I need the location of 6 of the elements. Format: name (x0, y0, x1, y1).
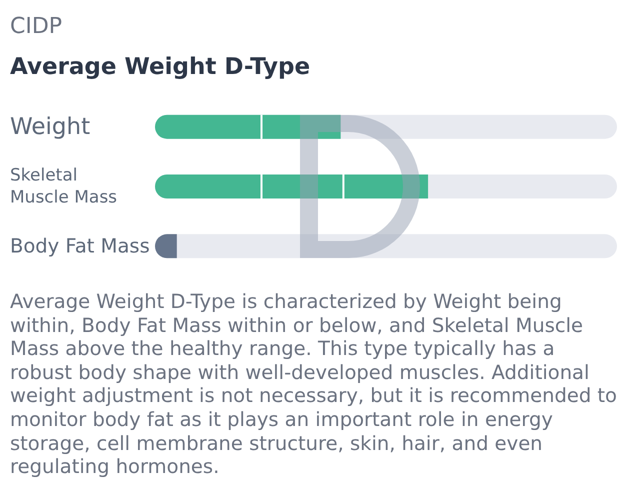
y-tick-label: Body Fat Mass (10, 234, 150, 258)
y-tick-label: Weight (10, 114, 90, 140)
y-tick-label: Skeletal Muscle Mass (10, 166, 118, 208)
text: Average Weight D-Type is characterized by Weight being within, Body Fat Mass within or below, and Skeletal Muscle Mass above the healthy range. This type typically has a robust body shape with well-developed muscles. Additional weight adjustment is not necessary, but it is recommended to monitor body fat as it plays an important role in energy storage, cell membrane structure, skin, hair, and even regulating hormones. (10, 290, 618, 479)
chart-title: Average Weight D-Type (10, 53, 310, 81)
chart-subtitle: CIDP (10, 13, 62, 41)
